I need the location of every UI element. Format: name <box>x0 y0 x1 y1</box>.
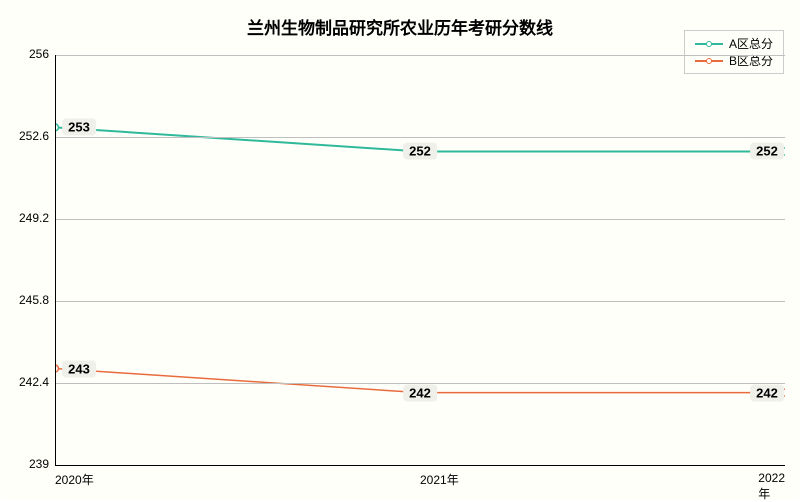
x-tick-label: 2022年 <box>758 471 785 502</box>
x-axis <box>55 465 785 466</box>
grid-line <box>55 55 785 56</box>
y-tick-label: 239 <box>3 457 49 471</box>
data-label: 242 <box>750 384 784 401</box>
data-label: 242 <box>403 384 437 401</box>
grid-line <box>55 301 785 302</box>
y-tick-label: 245.8 <box>3 293 49 307</box>
y-axis <box>55 55 56 465</box>
data-label: 253 <box>62 119 96 136</box>
grid-line <box>55 219 785 220</box>
legend-label-a: A区总分 <box>729 35 773 52</box>
y-tick-label: 256 <box>3 47 49 61</box>
data-label: 252 <box>403 143 437 160</box>
y-tick-label: 249.2 <box>3 211 49 225</box>
grid-line <box>55 137 785 138</box>
y-tick-label: 252.6 <box>3 129 49 143</box>
x-tick-label: 2020年 <box>55 471 94 488</box>
legend-item-a: A区总分 <box>695 35 773 52</box>
data-label: 243 <box>62 360 96 377</box>
x-tick-label: 2021年 <box>420 471 459 488</box>
data-label: 252 <box>750 143 784 160</box>
chart-container: 兰州生物制品研究所农业历年考研分数线 A区总分 B区总分 25325225224… <box>0 0 800 500</box>
chart-svg <box>55 55 785 465</box>
y-tick-label: 242.4 <box>3 375 49 389</box>
plot-area: 253 252 252 243 242 242 <box>55 55 785 465</box>
legend-swatch-a <box>695 43 723 45</box>
chart-title: 兰州生物制品研究所农业历年考研分数线 <box>0 14 800 39</box>
